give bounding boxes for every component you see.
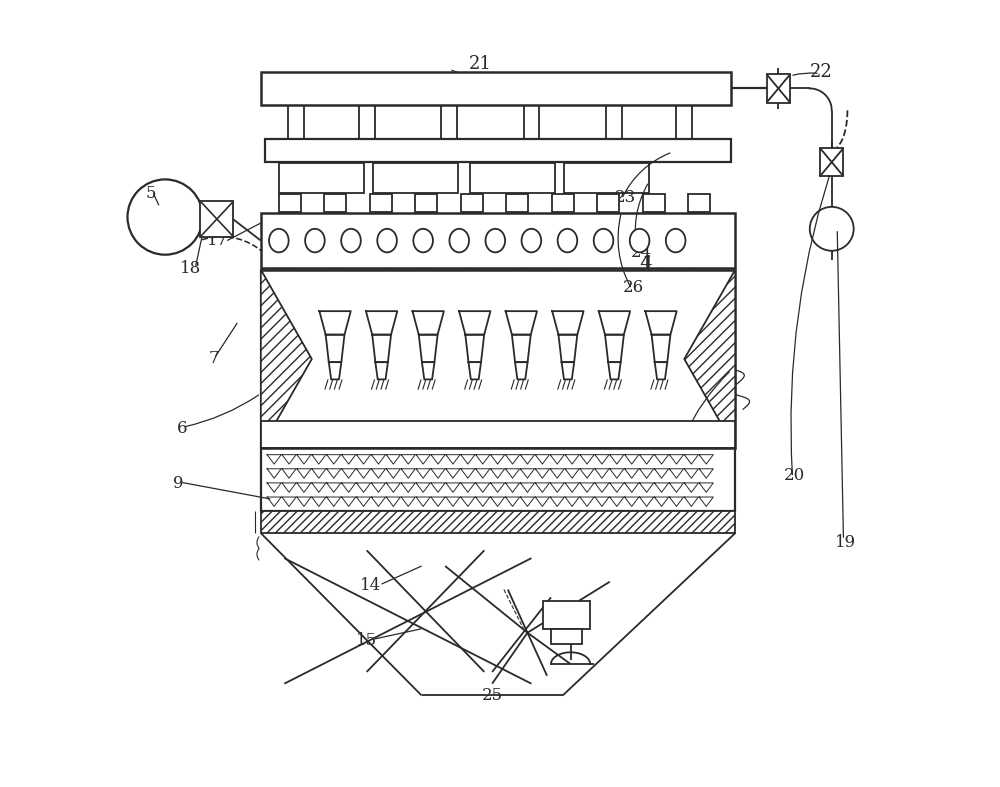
Ellipse shape: [594, 229, 613, 253]
Polygon shape: [375, 362, 388, 379]
Circle shape: [810, 207, 854, 251]
Bar: [261, 213, 735, 268]
Polygon shape: [465, 334, 484, 362]
Polygon shape: [552, 311, 584, 334]
Bar: [820, 148, 843, 176]
Bar: [261, 72, 731, 105]
Polygon shape: [652, 334, 670, 362]
Ellipse shape: [522, 229, 541, 253]
Polygon shape: [599, 311, 630, 334]
Bar: [373, 163, 458, 193]
Text: 14: 14: [360, 577, 381, 594]
Polygon shape: [515, 362, 528, 379]
Bar: [506, 194, 528, 212]
Ellipse shape: [305, 229, 325, 253]
Ellipse shape: [485, 229, 505, 253]
Polygon shape: [645, 311, 677, 334]
Text: 4: 4: [639, 255, 651, 273]
Text: 23: 23: [615, 189, 636, 206]
Polygon shape: [605, 334, 624, 362]
Polygon shape: [319, 311, 351, 334]
Text: 17: 17: [207, 232, 228, 249]
Ellipse shape: [558, 229, 577, 253]
Polygon shape: [413, 311, 444, 334]
Polygon shape: [419, 334, 438, 362]
Text: 21: 21: [469, 55, 492, 73]
Polygon shape: [422, 362, 434, 379]
Polygon shape: [608, 362, 621, 379]
Bar: [552, 194, 574, 212]
Bar: [543, 601, 590, 629]
Text: 6: 6: [177, 420, 188, 438]
Polygon shape: [329, 362, 341, 379]
Polygon shape: [261, 270, 312, 449]
Text: 19: 19: [834, 534, 856, 551]
Polygon shape: [459, 311, 490, 334]
Bar: [200, 201, 233, 237]
Text: 5: 5: [146, 185, 156, 202]
Ellipse shape: [413, 229, 433, 253]
Text: 20: 20: [783, 467, 805, 484]
Bar: [461, 194, 483, 212]
Bar: [261, 270, 735, 449]
Polygon shape: [684, 270, 735, 449]
Text: 7: 7: [208, 349, 219, 367]
Ellipse shape: [377, 229, 397, 253]
Ellipse shape: [341, 229, 361, 253]
Bar: [261, 421, 735, 449]
Ellipse shape: [666, 229, 685, 253]
Bar: [279, 163, 364, 193]
Polygon shape: [655, 362, 667, 379]
Polygon shape: [326, 334, 344, 362]
Bar: [564, 163, 649, 193]
Polygon shape: [468, 362, 481, 379]
Bar: [597, 194, 619, 212]
Polygon shape: [558, 334, 577, 362]
Circle shape: [127, 179, 203, 255]
Bar: [279, 194, 301, 212]
Bar: [261, 449, 735, 511]
Text: 15: 15: [356, 632, 377, 649]
Text: 22: 22: [810, 63, 833, 81]
Polygon shape: [506, 311, 537, 334]
Bar: [370, 194, 392, 212]
Text: 24: 24: [631, 244, 652, 260]
Ellipse shape: [269, 229, 289, 253]
Bar: [470, 163, 555, 193]
Polygon shape: [512, 334, 531, 362]
Bar: [261, 511, 735, 533]
Bar: [265, 139, 731, 162]
Bar: [415, 194, 437, 212]
Text: 18: 18: [180, 260, 201, 276]
Ellipse shape: [449, 229, 469, 253]
Bar: [767, 74, 790, 102]
Bar: [643, 194, 665, 212]
Text: 25: 25: [482, 687, 503, 704]
Bar: [688, 194, 710, 212]
Polygon shape: [562, 362, 574, 379]
Bar: [324, 194, 346, 212]
Text: 9: 9: [173, 475, 184, 492]
Polygon shape: [366, 311, 397, 334]
Text: 26: 26: [623, 279, 644, 296]
Text: 16: 16: [674, 428, 695, 445]
Bar: [551, 629, 582, 645]
Polygon shape: [372, 334, 391, 362]
Ellipse shape: [630, 229, 649, 253]
